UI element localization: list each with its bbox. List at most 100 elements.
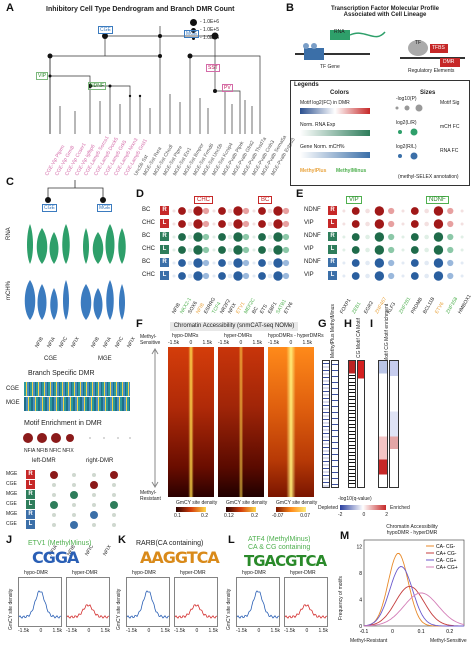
matrix-dot [424, 273, 429, 279]
matrix-dot [401, 261, 405, 265]
matrix-dot [202, 259, 210, 267]
c-dot [72, 473, 76, 477]
f-ticks-3: -1.5k 0 1.5k [268, 340, 312, 346]
f-cbar-ticks-2: 0.12 0.2 [224, 513, 258, 519]
matrix-dot [447, 207, 454, 215]
panel-m-label: M [340, 530, 350, 542]
branch-dmr-title: Branch Specific DMR [28, 370, 95, 377]
matrix-dot [267, 273, 273, 279]
node-sst: SST [206, 64, 220, 72]
matrix-dot [410, 220, 419, 228]
matrix-dot [401, 274, 405, 278]
c-tag-label: CGE [6, 481, 17, 487]
ghi-legend-ticks: -2 0 2 [338, 512, 388, 518]
matrix-gene-label: ETV6 [433, 301, 445, 315]
matrix-row-tag: R [328, 206, 337, 215]
matrix-dot [252, 222, 256, 226]
matrix-dot [365, 260, 370, 266]
panel-h-label: H [344, 318, 352, 330]
c-dot [92, 493, 96, 497]
profile-line [126, 590, 170, 619]
m-ytick: 12 [356, 545, 362, 551]
h-col-label: CG Motif CA Motif [356, 317, 362, 358]
profile-line [284, 604, 328, 619]
profile-line [236, 590, 280, 619]
matrix-dot [218, 207, 226, 215]
matrix-row-tag: R [160, 232, 169, 241]
matrix-dot [447, 246, 454, 254]
matrix-dot [410, 259, 419, 267]
c-dot [110, 501, 118, 509]
matrix-dot [424, 234, 429, 240]
legend-size-rna: RNA FC [440, 148, 459, 154]
motif-gene-row: NFIA NFIB NFIC NFIX [24, 448, 74, 454]
violin [118, 228, 126, 264]
matrix-dot [212, 235, 216, 239]
matrix-dot [388, 207, 395, 215]
matrix-dot [267, 234, 273, 240]
matrix-row-label: BC [142, 207, 151, 213]
matrix-dot [460, 248, 464, 252]
m-legend-label: CA- CG+ [436, 558, 457, 564]
c-dot [92, 503, 96, 507]
legends-box [290, 80, 470, 186]
c-dot [90, 511, 98, 519]
m-legend-label: CA- CG- [436, 544, 456, 550]
matrix-dot [242, 246, 250, 254]
legend-size-label-2: log2(L/R) [396, 120, 417, 126]
m-ytick: 4 [359, 598, 362, 604]
schematic-mch: mCH [300, 38, 312, 44]
panel-l-label: L [228, 534, 235, 546]
ghi-legend-colorbar [340, 505, 386, 510]
matrix-dot [187, 260, 193, 266]
matrix-dot [424, 208, 429, 214]
matrix-dot [282, 207, 290, 215]
matrix-dot [193, 232, 203, 242]
matrix-dot [365, 208, 370, 214]
matrix-dot [172, 248, 176, 252]
legend-footnote: (methyl-SELEX annotation) [398, 174, 459, 180]
branch-row-cge: CGE [6, 386, 20, 392]
matrix-dot [424, 260, 429, 266]
matrix-dot [282, 220, 290, 228]
matrix-dot [460, 235, 464, 239]
e-dot-matrix [342, 206, 464, 281]
h-column-ca [357, 360, 365, 488]
matrix-row-tag: R [328, 258, 337, 267]
profile-line [18, 590, 62, 619]
matrix-dot [460, 222, 464, 226]
node-cge: CGE [98, 26, 113, 34]
legend-rna-colorbar [300, 130, 370, 136]
matrix-dot [227, 260, 233, 266]
right-dmr-label: right-DMR [86, 458, 114, 464]
panel-b-title: Transcription Factor Molecular Profile As… [330, 6, 440, 18]
legends-title: Legends [294, 82, 319, 88]
matrix-dot [218, 246, 226, 254]
m-ylabel: Frequency of motifs [338, 576, 344, 620]
matrix-dot [258, 220, 266, 228]
profile-plot [66, 577, 110, 627]
matrix-dot [342, 261, 346, 265]
matrix-dot [202, 246, 210, 254]
matrix-dot [178, 233, 186, 241]
matrix-dot [424, 221, 429, 227]
c-node-mge: MGE [97, 204, 113, 212]
matrix-dot [433, 245, 444, 255]
matrix-dot [193, 245, 203, 255]
matrix-dot [212, 222, 216, 226]
matrix-dot [273, 206, 283, 216]
matrix-dot [351, 246, 360, 254]
matrix-dot [410, 246, 419, 254]
matrix-dot [282, 272, 290, 280]
matrix-dot [233, 206, 243, 216]
matrix-dot [401, 235, 405, 239]
l-title: ATF4 (MethylMinus) CA & CG containing [248, 536, 311, 551]
matrix-dot [233, 271, 243, 281]
matrix-dot [342, 222, 346, 226]
motif-enrich-title: Motif Enrichment in DMR [24, 420, 102, 427]
g-column-plus [322, 360, 330, 488]
matrix-dot [374, 245, 385, 255]
matrix-dot [218, 233, 226, 241]
matrix-dot [212, 248, 216, 252]
c-ylabel-mch: mCH% [6, 281, 12, 300]
